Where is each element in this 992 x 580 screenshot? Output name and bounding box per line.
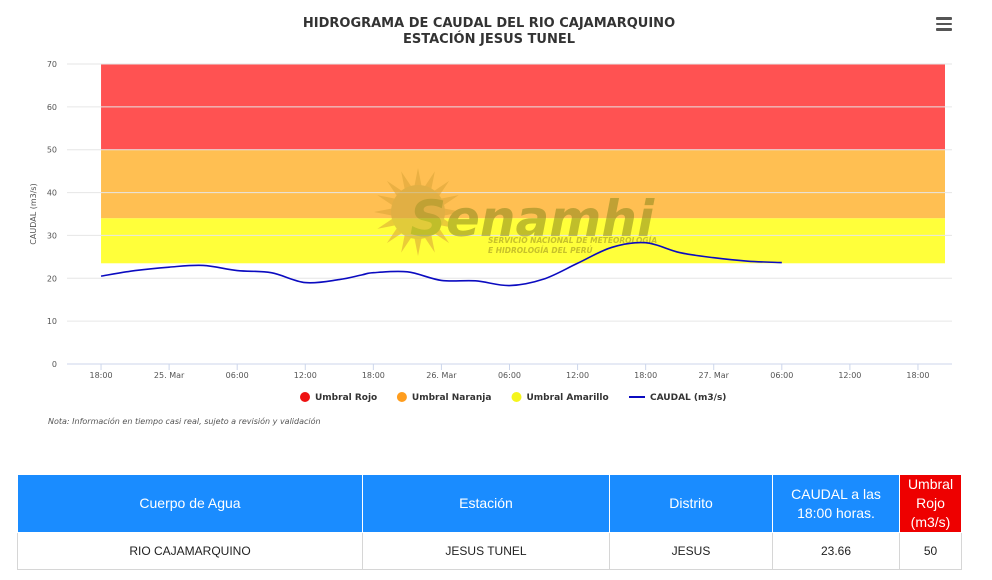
x-tick-label: 18:00 [906, 371, 929, 380]
hamburger-menu-icon[interactable] [936, 17, 952, 31]
y-axis-title: CAUDAL (m3/s) [29, 183, 38, 244]
y-tick-label: 20 [47, 274, 57, 283]
legend-marker [511, 392, 522, 402]
y-tick-label: 30 [47, 231, 57, 240]
table-header-row: Cuerpo de Agua Estación Distrito CAUDAL … [17, 474, 962, 533]
chart-note: Nota: Información en tiempo casi real, s… [48, 417, 321, 426]
cell-cuerpo-de-agua: RIO CAJAMARQUINO [17, 532, 363, 570]
chart-svg: HIDROGRAMA DE CAUDAL DEL RIO CAJAMARQUIN… [29, 16, 952, 403]
header-umbral-rojo: Umbral Rojo (m3/s) [899, 474, 962, 533]
cell-umbral-rojo: 50 [899, 532, 962, 570]
y-tick-label: 10 [47, 317, 57, 326]
cell-distrito: JESUS [609, 532, 773, 570]
y-tick-label: 0 [52, 360, 57, 369]
legend-label: Umbral Naranja [412, 393, 492, 403]
x-tick-label: 12:00 [294, 371, 317, 380]
watermark-text: Senamhi [410, 190, 655, 248]
x-tick-label: 18:00 [90, 371, 113, 380]
legend-label: CAUDAL (m3/s) [650, 393, 726, 403]
x-tick-label: 06:00 [226, 371, 249, 380]
legend-marker [300, 392, 310, 402]
threshold-band-2 [101, 218, 946, 264]
y-tick-label: 70 [47, 60, 57, 69]
x-tick-label: 18:00 [362, 371, 385, 380]
x-tick-label: 06:00 [770, 371, 793, 380]
y-tick-label: 50 [47, 146, 57, 155]
watermark-subtext: E HIDROLOGÍA DEL PERÚ [488, 246, 593, 255]
header-estacion: Estación [362, 474, 610, 533]
legend-label: Umbral Amarillo [527, 393, 609, 403]
chart-subtitle: ESTACIÓN JESUS TUNEL [403, 31, 575, 47]
y-tick-label: 60 [47, 103, 57, 112]
x-tick-label: 06:00 [498, 371, 521, 380]
station-table: Cuerpo de Agua Estación Distrito CAUDAL … [17, 474, 962, 570]
cell-estacion: JESUS TUNEL [362, 532, 610, 570]
header-caudal: CAUDAL a las 18:00 horas. [772, 474, 900, 533]
header-distrito: Distrito [609, 474, 773, 533]
cell-caudal: 23.66 [772, 532, 900, 570]
watermark-subtext: SERVICIO NACIONAL DE METEOROLOGÍA [488, 236, 657, 245]
threshold-band-1 [101, 149, 946, 219]
chart-title: HIDROGRAMA DE CAUDAL DEL RIO CAJAMARQUIN… [303, 16, 675, 31]
table-row: RIO CAJAMARQUINO JESUS TUNEL JESUS 23.66… [17, 532, 962, 570]
legend-marker [396, 392, 407, 402]
x-tick-label: 25. Mar [154, 371, 185, 380]
series-line-caudal [100, 241, 782, 287]
legend-label: Umbral Rojo [315, 393, 377, 403]
header-cuerpo-de-agua: Cuerpo de Agua [17, 474, 363, 533]
hydrograph-chart: HIDROGRAMA DE CAUDAL DEL RIO CAJAMARQUIN… [29, 16, 952, 403]
x-tick-label: 12:00 [566, 371, 589, 380]
x-tick-label: 27. Mar [699, 371, 730, 380]
x-tick-label: 26. Mar [426, 371, 457, 380]
y-tick-label: 40 [47, 189, 57, 198]
x-tick-label: 18:00 [634, 371, 657, 380]
x-tick-label: 12:00 [838, 371, 861, 380]
